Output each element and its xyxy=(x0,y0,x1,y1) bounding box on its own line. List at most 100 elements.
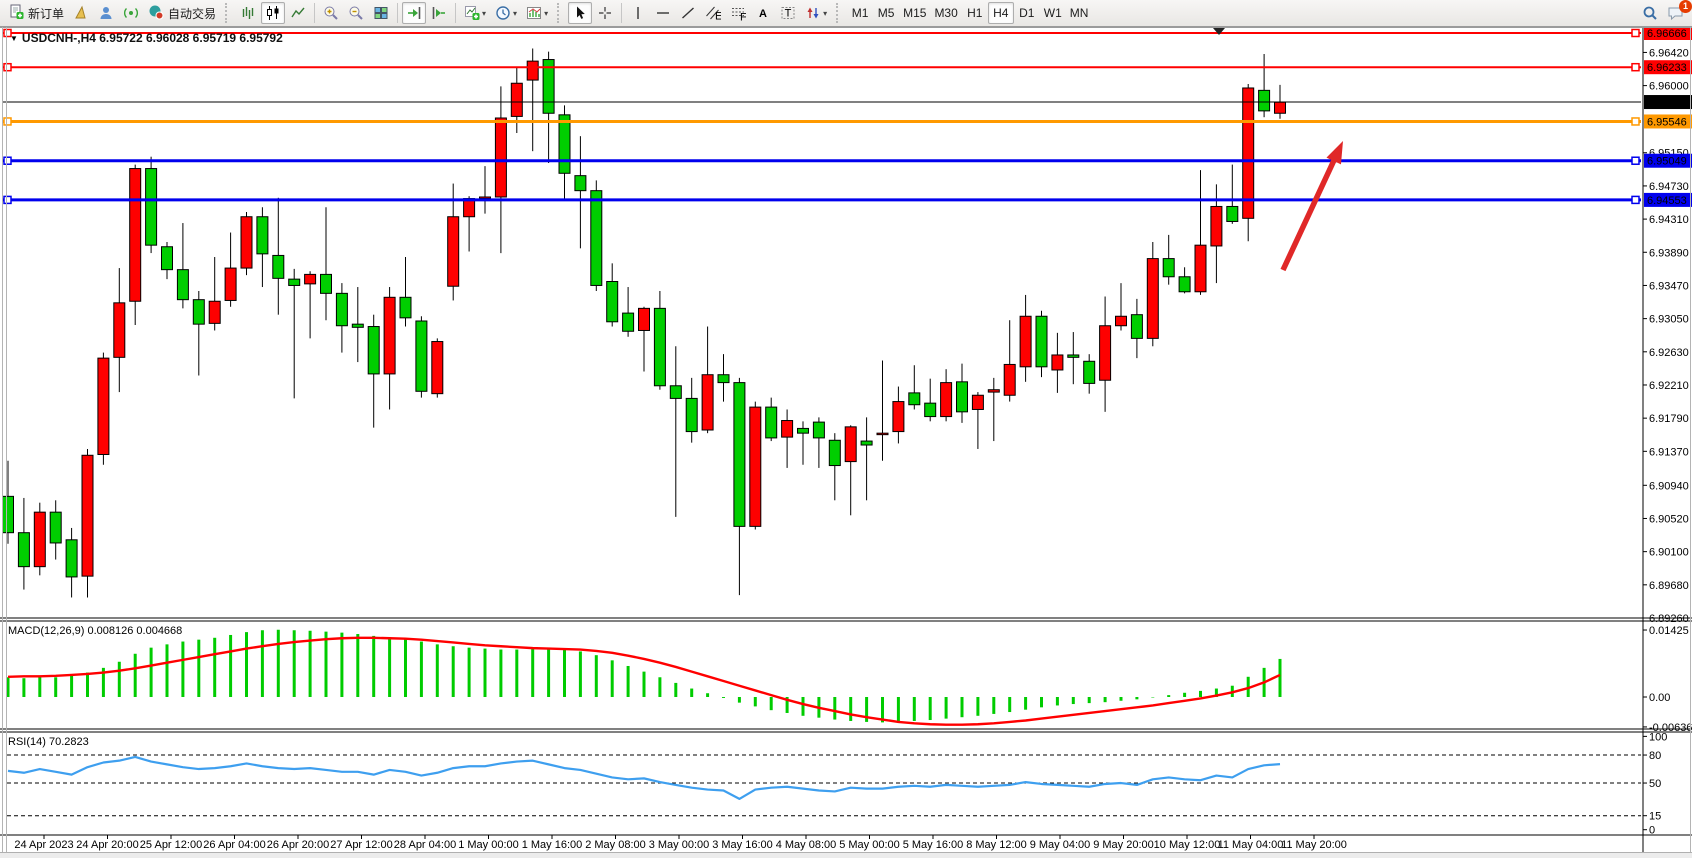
window-frame-left xyxy=(2,27,3,852)
timeframe-h4-button[interactable]: H4 xyxy=(987,2,1014,24)
candlestick-mode-button[interactable] xyxy=(261,2,286,24)
timeframe-m1-button[interactable]: M1 xyxy=(851,6,869,20)
horizontal-line-tool-button[interactable] xyxy=(651,2,675,24)
timeframe-w1-button[interactable]: W1 xyxy=(1043,6,1062,20)
line-handle[interactable] xyxy=(3,62,12,72)
horizontal-line-6.95049[interactable] xyxy=(3,156,1641,165)
line-chart-mode-button[interactable] xyxy=(286,2,310,24)
toolbar-grip[interactable] xyxy=(836,3,842,23)
svg-text:T: T xyxy=(785,8,792,20)
candle xyxy=(33,511,46,568)
crosshair-tool-button[interactable] xyxy=(593,2,617,24)
rsi-scale-label: 50 xyxy=(1649,778,1661,790)
candle xyxy=(335,292,348,327)
candle xyxy=(971,394,984,410)
crosshair-icon xyxy=(599,7,612,19)
auto-trading-button[interactable]: 自动交易 xyxy=(144,2,220,24)
toolbar-grip[interactable] xyxy=(557,3,563,23)
timeframe-m5-button[interactable]: M5 xyxy=(877,6,895,20)
bar-chart-mode-button[interactable] xyxy=(236,2,260,24)
horizontal-line-6.95546[interactable] xyxy=(3,117,1641,126)
vertical-line-tool-button[interactable] xyxy=(626,2,650,24)
candle xyxy=(288,278,301,286)
trend-arrow-annotation[interactable] xyxy=(1280,141,1343,272)
price-tick-label: 6.90100 xyxy=(1649,547,1689,559)
timeframe-mn-button[interactable]: MN xyxy=(1069,6,1089,20)
rsi-line xyxy=(7,755,1281,801)
candle xyxy=(590,190,603,286)
price-axis[interactable]: 6.964206.960006.951506.947306.943106.938… xyxy=(1642,26,1692,852)
zoom-in-button[interactable] xyxy=(319,2,343,24)
symbol-marker-icon: ▼ xyxy=(10,34,18,43)
line-handle[interactable] xyxy=(1631,28,1640,38)
rsi-scale-label: 0 xyxy=(1649,825,1655,837)
rsi-scale-label: 80 xyxy=(1649,750,1661,762)
indicators-button[interactable]: ▾ xyxy=(460,2,490,24)
templates-button[interactable]: ▾ xyxy=(522,2,552,24)
signal-button[interactable] xyxy=(119,2,143,24)
timeframe-m15-button[interactable]: M15 xyxy=(903,6,927,20)
rsi-scale-label: 15 xyxy=(1649,811,1661,823)
chart-shift-marker[interactable] xyxy=(1213,28,1225,35)
cursor-tool-button[interactable] xyxy=(568,2,593,24)
new-order-button[interactable]: 新订单 xyxy=(4,2,68,24)
arrows-icon xyxy=(807,7,819,19)
notifications-button[interactable]: 1 xyxy=(1663,0,1692,24)
horizontal-line-6.96233[interactable] xyxy=(3,62,1641,72)
window-frame-bottom xyxy=(0,852,1692,858)
price-tick-label: 6.93890 xyxy=(1649,247,1689,259)
auto-scroll-button[interactable] xyxy=(402,2,427,24)
time-tick-label: 1 May 16:00 xyxy=(522,839,583,851)
line-handle[interactable] xyxy=(1631,62,1640,72)
chevron-down-icon: ▾ xyxy=(513,8,518,18)
time-tick-label: 5 May 16:00 xyxy=(903,839,964,851)
time-tick-label: 24 Apr 20:00 xyxy=(76,839,138,851)
profile-button[interactable] xyxy=(94,2,118,24)
tile-windows-button[interactable] xyxy=(369,2,393,24)
horizontal-line-6.96666[interactable] xyxy=(3,28,1641,38)
text-label-icon: T xyxy=(781,7,795,20)
horizontal-line-6.94553[interactable] xyxy=(3,195,1641,205)
time-tick-label: 9 May 04:00 xyxy=(1030,839,1091,851)
periods-button[interactable]: ▾ xyxy=(491,2,521,24)
crayon-button[interactable] xyxy=(69,2,93,24)
time-tick-label: 5 May 00:00 xyxy=(839,839,900,851)
candle xyxy=(431,341,444,395)
time-tick-label: 8 May 12:00 xyxy=(966,839,1027,851)
candle xyxy=(1083,360,1096,384)
fibonacci-tool-button[interactable]: F xyxy=(726,2,750,24)
vertical-line-icon xyxy=(637,7,639,19)
time-tick-label: 3 May 00:00 xyxy=(649,839,710,851)
line-handle[interactable] xyxy=(3,117,12,126)
zoom-out-button[interactable] xyxy=(344,2,368,24)
candle xyxy=(208,300,221,324)
timeframe-d1-button[interactable]: D1 xyxy=(1019,6,1035,20)
toolbar-grip[interactable] xyxy=(225,3,231,23)
channel-tool-button[interactable]: E xyxy=(701,2,725,24)
line-handle[interactable] xyxy=(1631,156,1640,165)
line-handle[interactable] xyxy=(3,195,12,205)
line-handle[interactable] xyxy=(3,28,12,38)
candle xyxy=(1226,205,1239,222)
chart-shift-button[interactable] xyxy=(427,2,451,24)
time-axis[interactable]: 24 Apr 2023 24 Apr 20:00 25 Apr 12:00 26 Ap… xyxy=(14,835,1347,851)
trendline-tool-button[interactable] xyxy=(676,2,700,24)
timeframe-h1-button[interactable]: H1 xyxy=(967,6,983,20)
candle xyxy=(574,175,587,192)
search-button[interactable] xyxy=(1638,2,1662,24)
toolbar-separator xyxy=(621,3,623,23)
timeframe-m30-button[interactable]: M30 xyxy=(934,6,958,20)
time-tick-label: 27 Apr 12:00 xyxy=(330,839,392,851)
candle xyxy=(1003,363,1016,396)
candle xyxy=(240,216,253,269)
text-label-tool-button[interactable]: T xyxy=(776,2,800,24)
text-tool-button[interactable]: A xyxy=(751,2,775,24)
price-tick-label: 6.93050 xyxy=(1649,314,1689,326)
price-tick-label: 6.96420 xyxy=(1649,47,1689,59)
line-handle[interactable] xyxy=(1631,195,1640,205)
arrows-tool-button[interactable]: ▾ xyxy=(801,2,831,24)
line-handle[interactable] xyxy=(1631,117,1640,126)
new-order-label: 新订单 xyxy=(28,6,65,21)
line-handle[interactable] xyxy=(3,156,12,165)
candle xyxy=(956,381,968,413)
